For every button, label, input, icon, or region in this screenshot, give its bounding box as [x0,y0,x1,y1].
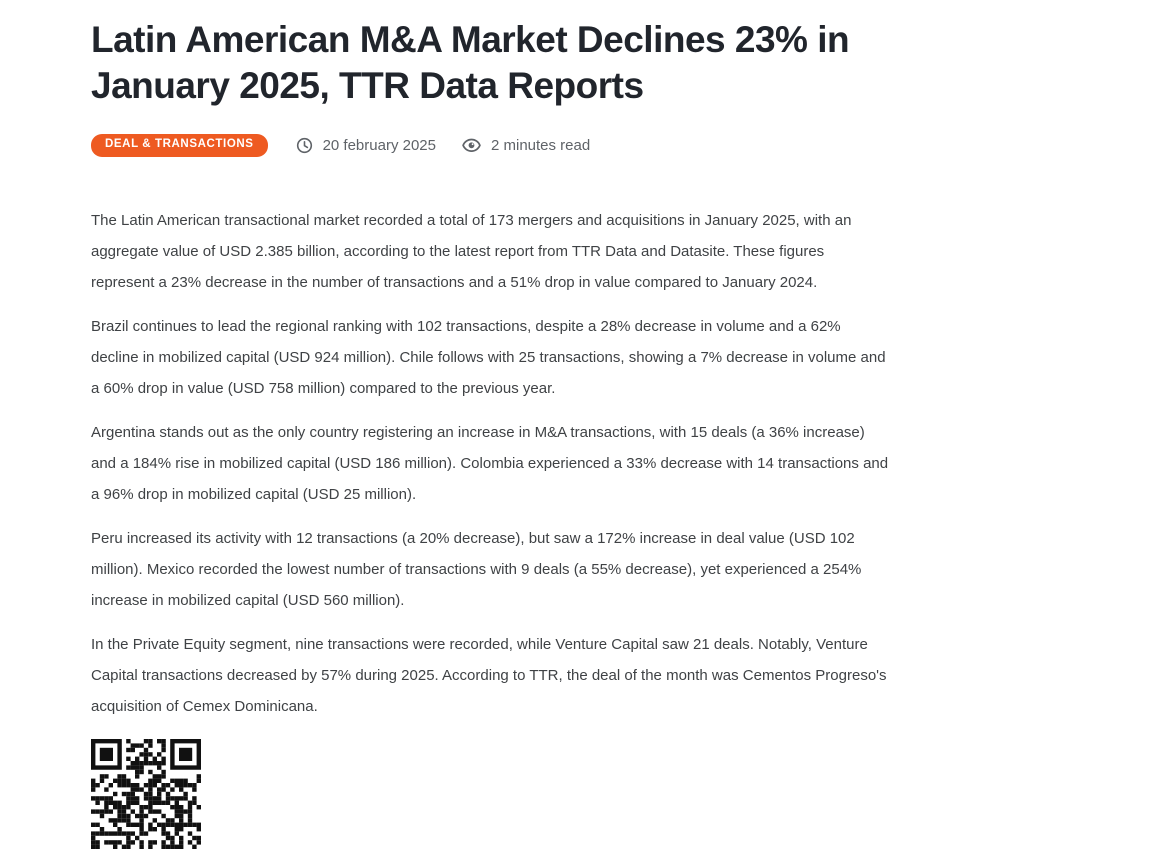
article-body: The Latin American transactional market … [91,205,903,722]
paragraph: Argentina stands out as the only country… [91,423,889,503]
read-time-text: 2 minutes read [490,136,591,154]
paragraph: Peru increased its activity with 12 tran… [91,529,862,609]
clock-icon [296,137,313,154]
publish-date: 20 february 2025 [296,137,436,154]
category-badge[interactable]: DEAL & TRANSACTIONS [91,134,268,157]
paragraph: In the Private Equity segment, nine tran… [91,635,887,715]
paragraph: Brazil continues to lead the regional ra… [91,317,886,397]
eye-icon [462,138,481,153]
publish-date-text: 20 february 2025 [322,136,436,154]
article-title: Latin American M&A Market Declines 23% i… [91,19,850,106]
article: Latin American M&A Market Declines 23% i… [91,0,903,849]
article-meta: DEAL & TRANSACTIONS 20 february 2025 [91,134,903,157]
paragraph: The Latin American transactional market … [91,211,852,291]
qr-code [91,738,201,849]
read-time: 2 minutes read [462,137,590,154]
